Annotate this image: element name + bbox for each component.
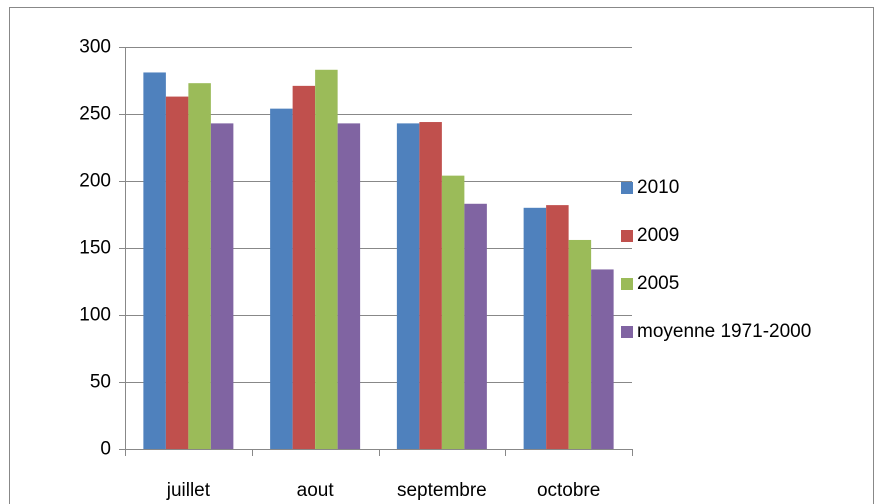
bar [546,205,569,449]
bar [143,72,166,450]
y-tick-label: 250 [79,104,111,125]
legend-label: 2010 [637,177,679,198]
legend-label: moyenne 1971-2000 [637,321,811,342]
x-tick-label: octobre [537,480,600,501]
legend-swatch [621,326,633,338]
bar [270,108,293,449]
bar [337,123,361,449]
y-tick-label: 50 [90,372,111,393]
bar [165,96,189,449]
bar [419,122,442,449]
legend-swatch [621,182,633,194]
x-tick-label: juillet [166,480,211,501]
bar [441,175,465,449]
x-tick-label: aout [297,480,335,501]
y-tick-label: 150 [79,238,111,259]
y-tick-label: 200 [79,171,111,192]
bar [210,123,234,449]
bar [464,203,487,449]
y-tick-label: 0 [100,439,111,460]
legend-swatch [621,278,633,290]
bar [315,69,338,449]
bar [568,239,592,449]
legend-swatch [621,230,633,242]
y-tick-label: 300 [79,37,111,58]
bar [523,207,547,449]
bar [591,269,614,449]
bar [292,85,316,450]
y-tick-label: 100 [79,305,111,326]
bar [396,123,420,449]
legend-label: 2009 [637,225,679,246]
bar [188,83,211,450]
x-tick-label: septembre [397,480,487,501]
legend-label: 2005 [637,273,679,294]
